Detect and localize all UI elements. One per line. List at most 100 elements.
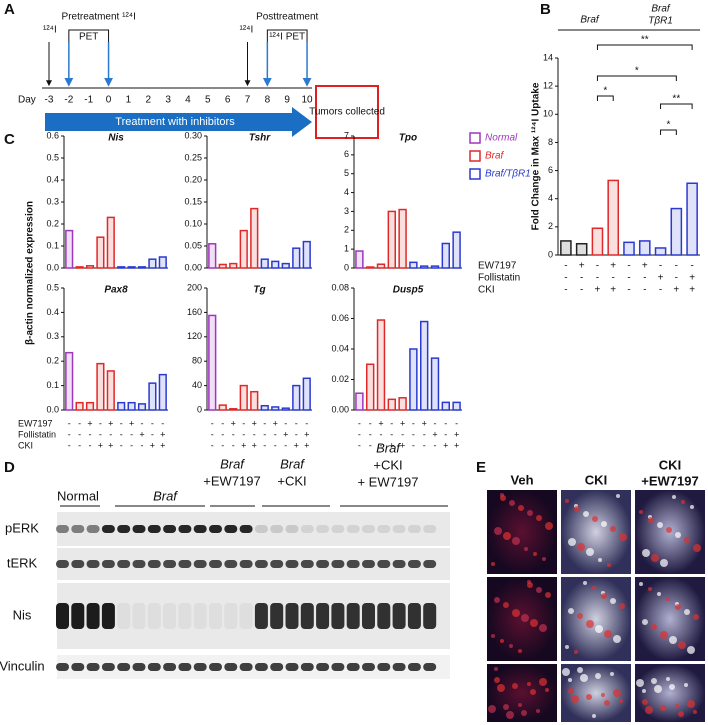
- y-tick-label: 0: [548, 249, 553, 259]
- legend-swatch: [469, 150, 481, 162]
- band: [193, 603, 207, 629]
- band: [407, 525, 421, 533]
- band: [346, 663, 360, 671]
- bar: [441, 242, 451, 269]
- lane-header: Normal: [57, 488, 99, 503]
- annotation: Posttreatment: [256, 12, 318, 23]
- y-tick-label: 0.3: [46, 196, 59, 206]
- cell-spot: [595, 673, 601, 679]
- cell-spot: [666, 597, 670, 601]
- y-axis-label: Fold Change in Max ¹²⁴I Uptake: [531, 82, 542, 230]
- cell-spot: [592, 516, 598, 522]
- condition-sign: -: [412, 429, 415, 439]
- cell-spot: [506, 711, 514, 719]
- cell-spot: [592, 586, 596, 590]
- condition-sign: +: [241, 440, 246, 450]
- annotation: Tumors collected: [309, 107, 385, 118]
- cell-spot: [491, 634, 495, 638]
- cell-spot: [675, 532, 681, 538]
- band: [316, 603, 330, 629]
- condition-sign: -: [596, 261, 599, 272]
- bar: [607, 179, 620, 256]
- condition-sign: +: [579, 261, 585, 272]
- y-tick-label: 0.02: [331, 374, 349, 384]
- cell-spot: [539, 678, 547, 686]
- y-tick-label: 0: [344, 262, 349, 272]
- y-tick-label: 4: [344, 187, 349, 197]
- condition-sign: -: [612, 273, 615, 284]
- condition-sign: +: [87, 418, 92, 428]
- band: [209, 663, 222, 671]
- cell-spot: [675, 704, 679, 708]
- band: [331, 525, 345, 533]
- band: [56, 560, 69, 568]
- band: [392, 663, 406, 671]
- cell-spot: [610, 598, 616, 604]
- cell-spot: [530, 689, 536, 695]
- band: [132, 663, 146, 671]
- bar: [409, 348, 418, 411]
- cell-spot: [669, 684, 675, 690]
- band: [407, 560, 421, 568]
- cell-spot: [619, 603, 625, 609]
- lane-header: Braf: [376, 440, 401, 455]
- chart-title: Tshr: [249, 133, 271, 144]
- bar: [229, 262, 238, 269]
- lane-header: +CKI: [277, 473, 306, 488]
- condition-sign: -: [627, 261, 630, 272]
- cell-spot: [639, 582, 643, 586]
- condition-sign: +: [689, 273, 695, 284]
- condition-sign: +: [610, 261, 616, 272]
- treatment-arrow: [45, 107, 312, 137]
- band: [377, 603, 391, 629]
- cell-spot: [684, 537, 690, 543]
- bar: [670, 207, 683, 256]
- significance-bracket: [660, 103, 693, 109]
- image-header: CKI: [659, 457, 681, 472]
- cell-spot: [518, 505, 524, 511]
- cell-spot: [536, 587, 542, 593]
- condition-sign: +: [160, 429, 165, 439]
- cell-spot: [601, 521, 607, 527]
- condition-sign: -: [68, 429, 71, 439]
- condition-sign: -: [444, 429, 447, 439]
- band: [56, 603, 69, 629]
- cell-spot: [642, 619, 648, 625]
- condition-label: EW7197: [18, 418, 53, 428]
- chart-title: Tg: [253, 285, 265, 296]
- condition-sign: -: [78, 440, 81, 450]
- cell-spot: [568, 688, 574, 694]
- condition-sign: -: [120, 418, 123, 428]
- cell-spot: [577, 613, 583, 619]
- legend-label: Braf: [485, 151, 505, 162]
- condition-sign: -: [99, 429, 102, 439]
- day-tick: -1: [84, 95, 93, 106]
- bar: [250, 207, 259, 269]
- cell-spot: [503, 532, 511, 540]
- condition-sign: -: [211, 418, 214, 428]
- condition-sign: +: [432, 429, 437, 439]
- band: [270, 663, 284, 671]
- y-tick-label: 14: [543, 52, 553, 62]
- cell-spot: [565, 645, 569, 649]
- condition-sign: -: [151, 418, 154, 428]
- band: [132, 525, 146, 533]
- condition-sign: -: [109, 429, 112, 439]
- band: [423, 603, 437, 629]
- cell-spot: [565, 499, 569, 503]
- bar: [137, 403, 147, 411]
- condition-label: EW7197: [478, 261, 517, 272]
- day-tick: 9: [284, 95, 290, 106]
- y-tick-label: 0.1: [46, 380, 59, 390]
- y-tick-label: 1: [344, 244, 349, 254]
- cell-spot: [604, 630, 612, 638]
- cell-spot: [491, 562, 495, 566]
- band: [193, 525, 207, 533]
- band: [316, 525, 330, 533]
- blot-label: tERK: [7, 555, 38, 570]
- bracket: [68, 29, 110, 42]
- condition-sign: +: [389, 440, 394, 450]
- condition-sign: +: [454, 440, 459, 450]
- band: [71, 663, 85, 671]
- bar: [419, 265, 429, 269]
